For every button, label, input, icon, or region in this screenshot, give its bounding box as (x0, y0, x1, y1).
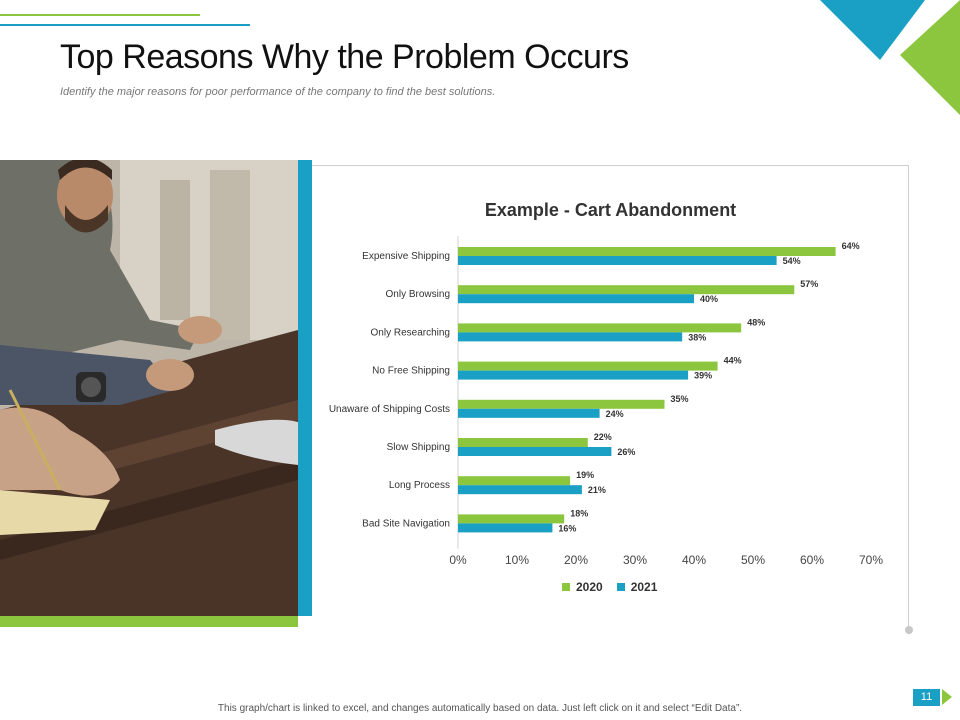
data-label-2020: 22% (594, 432, 612, 442)
meeting-photo (0, 160, 298, 616)
x-tick-label: 60% (800, 553, 824, 567)
data-label-2021: 24% (606, 409, 624, 419)
data-label-2020: 57% (800, 279, 818, 289)
bar-2021 (458, 523, 553, 533)
x-tick-label: 30% (623, 553, 647, 567)
corner-decoration (820, 0, 960, 115)
bar-2021 (458, 447, 612, 456)
x-tick-label: 70% (859, 553, 883, 567)
data-label-2020: 44% (724, 356, 742, 366)
x-tick-label: 40% (682, 553, 706, 567)
top-accent-line-green (0, 14, 200, 16)
x-tick-label: 10% (505, 553, 529, 567)
bar-2021 (458, 370, 689, 380)
category-label: Long Process (389, 480, 450, 491)
bar-2020 (458, 476, 571, 486)
x-tick-label: 50% (741, 553, 765, 567)
bar-2020 (458, 247, 836, 256)
data-label-2020: 18% (570, 508, 588, 518)
category-label: No Free Shipping (372, 366, 450, 377)
bar-2021 (458, 485, 582, 495)
bar-2021 (458, 256, 777, 265)
legend-swatch-2021 (616, 583, 625, 591)
bar-2020 (458, 438, 588, 447)
category-label: Only Researching (371, 327, 450, 338)
data-label-2021: 21% (588, 485, 606, 495)
data-label-2020: 35% (671, 394, 689, 404)
bar-2020 (458, 323, 742, 333)
data-label-2021: 40% (700, 294, 718, 304)
bar-2020 (458, 361, 718, 371)
data-label-2020: 19% (576, 470, 594, 480)
data-label-2020: 48% (747, 317, 765, 327)
chart-title: Example - Cart Abandonment (484, 200, 737, 220)
category-label: Only Browsing (386, 289, 450, 300)
photo-green-bar (0, 616, 298, 627)
category-label: Unaware of Shipping Costs (329, 404, 450, 415)
legend-swatch-2020 (562, 583, 570, 591)
bar-2020 (458, 399, 665, 409)
bar-2020 (458, 514, 565, 524)
top-accent-line-teal (0, 24, 250, 26)
bar-2020 (458, 285, 795, 295)
legend-label-2020: 2020 (576, 580, 603, 594)
data-label-2021: 26% (617, 447, 635, 457)
bar-2021 (458, 294, 694, 304)
category-label: Bad Site Navigation (362, 518, 450, 529)
page-arrow-icon (942, 689, 952, 705)
frame-corner-dot (905, 626, 913, 634)
data-label-2021: 39% (694, 371, 712, 381)
data-label-2021: 54% (783, 256, 801, 266)
category-label: Expensive Shipping (362, 251, 450, 262)
chart-legend: 2020 2021 (562, 580, 657, 594)
data-label-2021: 38% (688, 332, 706, 342)
data-label-2020: 64% (842, 241, 860, 251)
x-tick-label: 0% (449, 553, 467, 567)
photo-teal-bar (298, 160, 312, 616)
footer-note: This graph/chart is linked to excel, and… (217, 703, 743, 714)
bar-2021 (458, 408, 600, 418)
data-label-2021: 16% (558, 523, 576, 533)
bar-2021 (458, 332, 683, 342)
x-tick-label: 20% (564, 553, 588, 567)
chart-frame (312, 165, 909, 630)
page-number: 11 (913, 689, 940, 706)
legend-label-2021: 2021 (630, 580, 658, 594)
page-title: Top Reasons Why the Problem Occurs (60, 38, 629, 76)
category-label: Slow Shipping (387, 442, 450, 453)
page-subtitle: Identify the major reasons for poor perf… (60, 86, 496, 98)
bar-chart: Expensive Shipping 64% 54% Only Browsing 57%… (329, 236, 883, 567)
